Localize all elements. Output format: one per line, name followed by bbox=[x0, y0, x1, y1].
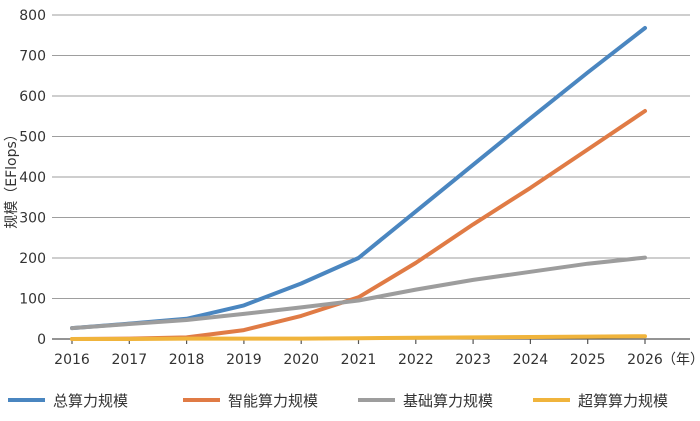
x-tick-label: 2024 bbox=[513, 352, 549, 368]
x-tick-label: 2025 bbox=[570, 352, 606, 368]
x-tick-label: 2021 bbox=[341, 352, 377, 368]
legend: 总算力规模 智能算力规模 基础算力规模 超算算力规模 bbox=[8, 392, 668, 410]
x-tick-label: 2019 bbox=[226, 352, 262, 368]
y-tick-label: 100 bbox=[19, 292, 46, 308]
legend-label-2: 基础算力规模 bbox=[403, 392, 493, 410]
x-tick-label: 2017 bbox=[111, 352, 147, 368]
x-tick-label: 2016 bbox=[54, 352, 90, 368]
series-line-2 bbox=[70, 255, 647, 331]
y-tick-label: 200 bbox=[19, 251, 46, 267]
legend-label-0: 总算力规模 bbox=[53, 392, 128, 410]
x-tick-label: 2020 bbox=[283, 352, 319, 368]
x-tick-label: 2022 bbox=[398, 352, 434, 368]
x-axis-unit-label: （年） bbox=[662, 352, 700, 368]
y-tick-label: 500 bbox=[19, 130, 46, 146]
series-line-1 bbox=[70, 109, 647, 341]
y-tick-label: 400 bbox=[19, 170, 46, 186]
series-lines bbox=[70, 26, 647, 341]
y-tick-label: 800 bbox=[19, 8, 46, 24]
series-line-0 bbox=[70, 26, 647, 331]
y-tick-label: 300 bbox=[19, 211, 46, 227]
y-tick-label: 600 bbox=[19, 89, 46, 105]
series-line-3 bbox=[70, 334, 647, 341]
gridlines bbox=[52, 14, 690, 299]
tick-labels: 0 100 200 300 400 500 600 700 800 2016 2017 2018 201… bbox=[19, 8, 663, 368]
legend-label-3: 超算算力规模 bbox=[578, 392, 668, 410]
y-tick-label: 700 bbox=[19, 49, 46, 65]
y-tick-label: 0 bbox=[37, 332, 46, 348]
y-axis-label: 规模（EFlops） bbox=[4, 127, 20, 229]
x-tick-label: 2018 bbox=[169, 352, 205, 368]
x-tick-label: 2026 bbox=[627, 352, 663, 368]
legend-label-1: 智能算力规模 bbox=[228, 392, 318, 410]
x-tick-label: 2023 bbox=[455, 352, 491, 368]
